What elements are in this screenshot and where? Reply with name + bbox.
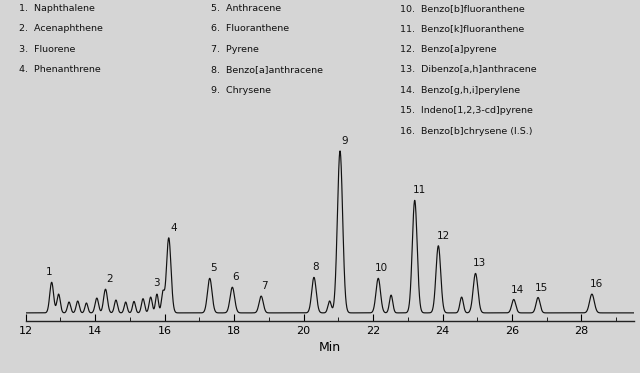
Text: 5.  Anthracene: 5. Anthracene xyxy=(211,4,282,13)
Text: 14: 14 xyxy=(511,285,524,295)
Text: 11.  Benzo[k]fluoranthene: 11. Benzo[k]fluoranthene xyxy=(400,24,524,33)
Text: 16.  Benzo[b]chrysene (I.S.): 16. Benzo[b]chrysene (I.S.) xyxy=(400,127,532,136)
Text: 13.  Dibenzo[a,h]anthracene: 13. Dibenzo[a,h]anthracene xyxy=(400,65,536,74)
Text: 11: 11 xyxy=(413,185,426,195)
Text: 10: 10 xyxy=(375,263,388,273)
Text: 6.  Fluoranthene: 6. Fluoranthene xyxy=(211,24,289,33)
Text: 15: 15 xyxy=(535,282,548,292)
Text: 9.  Chrysene: 9. Chrysene xyxy=(211,86,271,95)
Text: 12: 12 xyxy=(436,231,450,241)
Text: 15.  Indeno[1,2,3-cd]pyrene: 15. Indeno[1,2,3-cd]pyrene xyxy=(400,106,533,115)
Text: 3.  Fluorene: 3. Fluorene xyxy=(19,45,76,54)
Text: 6: 6 xyxy=(232,272,239,282)
X-axis label: Min: Min xyxy=(319,341,340,354)
Text: 1: 1 xyxy=(46,267,52,278)
Text: 4.  Phenanthrene: 4. Phenanthrene xyxy=(19,65,101,74)
Text: 9: 9 xyxy=(342,136,348,146)
Text: 2: 2 xyxy=(106,274,113,284)
Text: 8.  Benzo[a]anthracene: 8. Benzo[a]anthracene xyxy=(211,65,323,74)
Text: 13: 13 xyxy=(473,258,486,269)
Text: 16: 16 xyxy=(589,279,603,289)
Text: 4: 4 xyxy=(170,223,177,233)
Text: 5: 5 xyxy=(210,263,216,273)
Text: 1.  Naphthalene: 1. Naphthalene xyxy=(19,4,95,13)
Text: 8: 8 xyxy=(312,262,319,272)
Text: 12.  Benzo[a]pyrene: 12. Benzo[a]pyrene xyxy=(400,45,497,54)
Text: 7.  Pyrene: 7. Pyrene xyxy=(211,45,259,54)
Text: 2.  Acenaphthene: 2. Acenaphthene xyxy=(19,24,103,33)
Text: 10.  Benzo[b]fluoranthene: 10. Benzo[b]fluoranthene xyxy=(400,4,525,13)
Text: 7: 7 xyxy=(261,281,268,291)
Text: 14.  Benzo[g,h,i]perylene: 14. Benzo[g,h,i]perylene xyxy=(400,86,520,95)
Text: 3: 3 xyxy=(153,278,160,288)
